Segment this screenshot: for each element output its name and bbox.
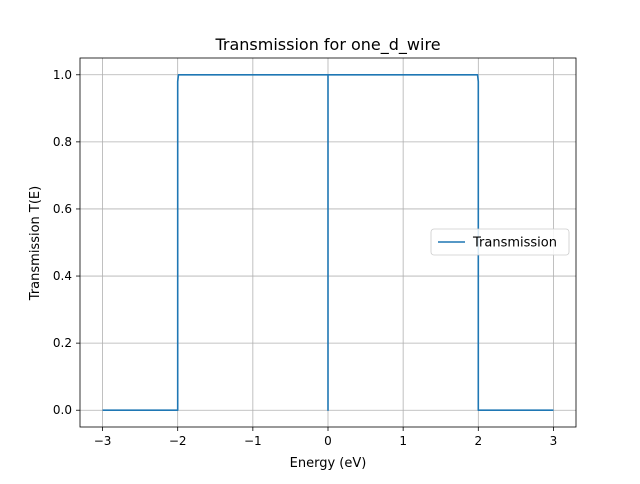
axes: −3 −2 −1 0 1 2 3 0.0 0.2 0.4 0.6 0.8 1.0 (53, 57, 577, 448)
y-tick-label: 1.0 (53, 68, 72, 82)
x-axis-label: Energy (eV) (290, 456, 367, 471)
series-lines (102, 73, 554, 412)
x-tick-label: −2 (169, 434, 187, 448)
legend: Transmission (430, 228, 570, 256)
series-line-transmission (102, 73, 554, 412)
x-tick-label: −3 (94, 434, 112, 448)
x-tick-label: −1 (244, 434, 262, 448)
chart-title: Transmission for one_d_wire (214, 35, 440, 55)
x-tick-label: 1 (399, 434, 407, 448)
y-tick-label: 0.6 (53, 202, 72, 216)
y-tick-label: 0.0 (53, 403, 72, 417)
legend-label: Transmission (472, 236, 557, 251)
x-tick-label: 2 (474, 434, 482, 448)
y-tick-label: 0.8 (53, 135, 72, 149)
y-axis-label: Transmission T(E) (28, 186, 43, 301)
y-tick-label: 0.4 (53, 269, 72, 283)
plot-frame (79, 57, 577, 428)
legend-box (430, 228, 570, 256)
y-tick-label: 0.2 (53, 336, 72, 350)
x-tick-label: 3 (550, 434, 558, 448)
x-tick-label: 0 (324, 434, 332, 448)
